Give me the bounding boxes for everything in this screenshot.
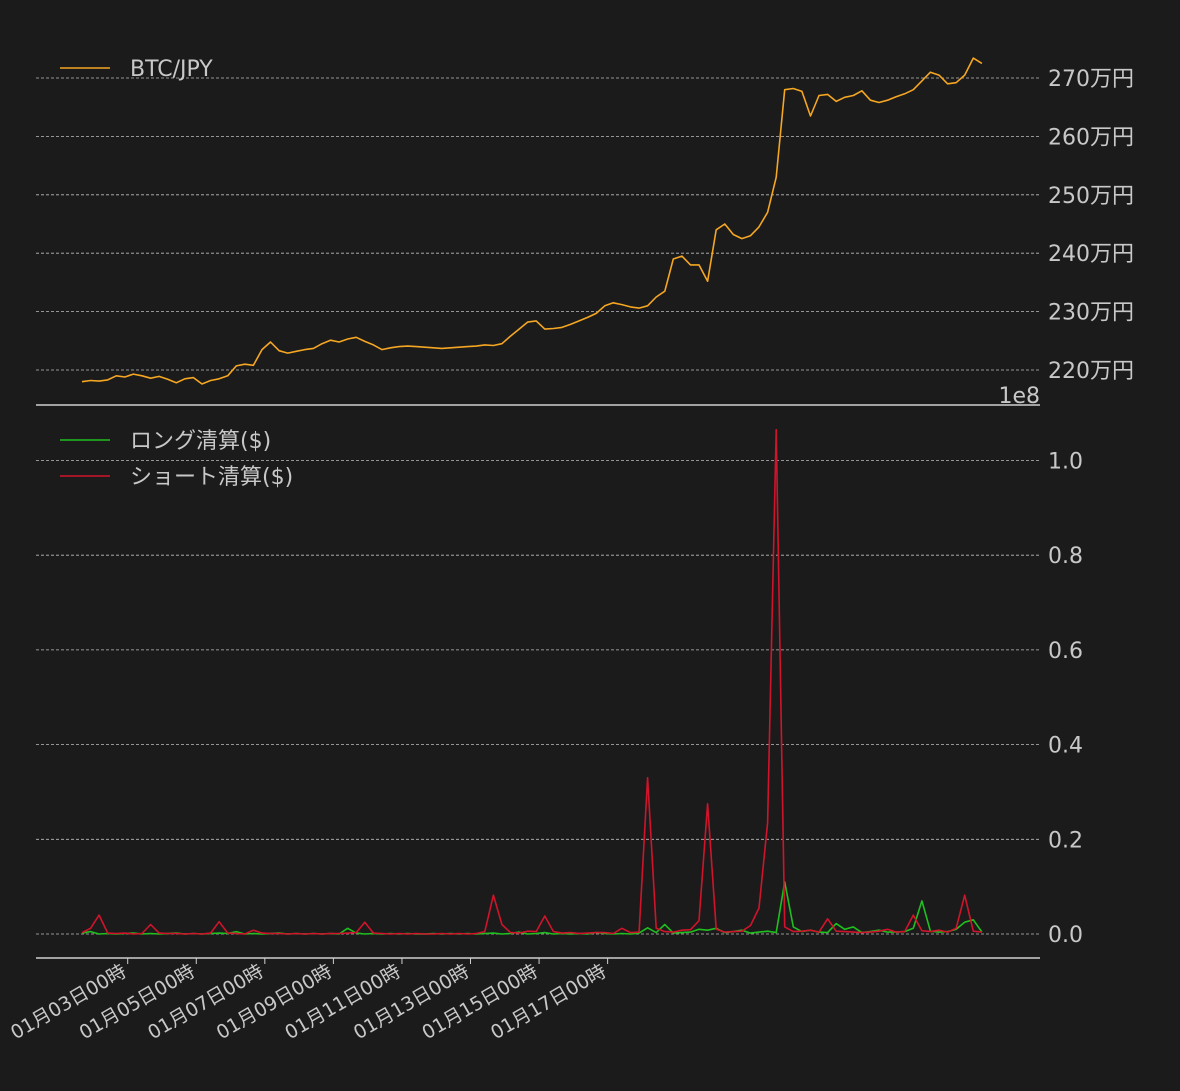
scale-label: 1e8 — [998, 384, 1040, 409]
price-y-tick: 260万円 — [1048, 125, 1134, 150]
liquidation-legend: ロング清算($) ショート清算($) — [60, 429, 293, 490]
price-y-tick: 250万円 — [1048, 184, 1134, 209]
liquidation-panel: 1e8 0.0 0.2 0.4 0.6 0.8 1.0 01月03日00時01月05日00… — [7, 384, 1083, 1044]
legend-label-btcjpy: BTC/JPY — [130, 57, 213, 82]
price-legend: BTC/JPY — [60, 57, 213, 82]
price-panel: 220万円 230万円 240万円 250万円 260万円 270万円 BTC/JPY — [36, 57, 1134, 406]
x-tick-label: 01月17日00時 — [487, 960, 610, 1044]
x-tick-label: 01月05日00時 — [76, 960, 199, 1044]
series-line-short-liquidation — [81, 428, 982, 935]
price-y-tick: 270万円 — [1048, 67, 1134, 92]
x-tick-label: 01月07日00時 — [144, 960, 267, 1044]
legend-label-short: ショート清算($) — [130, 465, 293, 490]
liquidation-y-tick: 1.0 — [1048, 450, 1083, 475]
series-line-long-liquidation — [81, 881, 983, 935]
x-tick-label: 01月03日00時 — [7, 960, 130, 1044]
liquidation-y-tick: 0.2 — [1048, 828, 1083, 853]
price-series-group — [81, 57, 983, 385]
legend-label-long: ロング清算($) — [130, 429, 271, 454]
liquidation-y-tick: 0.8 — [1048, 544, 1083, 569]
x-tick-labels: 01月03日00時01月05日00時01月07日00時01月09日00時01月1… — [7, 958, 610, 1044]
liquidation-gridlines — [36, 460, 1040, 935]
price-y-tick: 240万円 — [1048, 242, 1134, 267]
price-gridlines — [36, 77, 1040, 371]
liquidation-y-tick-labels: 0.0 0.2 0.4 0.6 0.8 1.0 — [1048, 450, 1083, 949]
x-tick-label: 01月11日00時 — [281, 960, 404, 1044]
liquidation-y-tick: 0.6 — [1048, 639, 1083, 664]
liquidation-y-tick: 0.0 — [1048, 923, 1083, 948]
x-tick-label: 01月15日00時 — [418, 960, 541, 1044]
liquidation-y-tick: 0.4 — [1048, 734, 1083, 759]
price-y-tick: 220万円 — [1048, 359, 1134, 384]
price-y-tick-labels: 220万円 230万円 240万円 250万円 260万円 270万円 — [1048, 67, 1134, 384]
liquidation-series-group — [81, 428, 983, 935]
price-y-tick: 230万円 — [1048, 301, 1134, 326]
x-tick-label: 01月09日00時 — [213, 960, 336, 1044]
series-line-btcjpy — [81, 57, 983, 385]
x-tick-label: 01月13日00時 — [350, 960, 473, 1044]
